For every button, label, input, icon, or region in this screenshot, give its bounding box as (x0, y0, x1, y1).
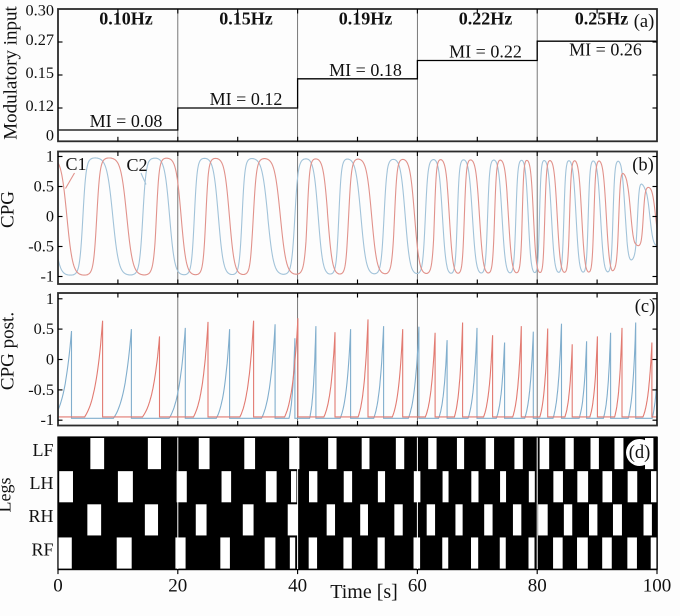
svg-text:CPG: CPG (0, 191, 19, 228)
svg-text:60: 60 (408, 575, 427, 596)
svg-text:C1: C1 (65, 154, 86, 174)
svg-text:0.12: 0.12 (26, 96, 55, 115)
svg-text:0.5: 0.5 (34, 319, 54, 338)
svg-text:RF: RF (31, 539, 53, 559)
svg-text:CPG post.: CPG post. (0, 312, 19, 390)
svg-text:-0.5: -0.5 (28, 237, 54, 256)
svg-text:(d): (d) (629, 443, 651, 463)
svg-text:0.10Hz: 0.10Hz (99, 9, 153, 29)
svg-text:(a): (a) (634, 12, 655, 32)
svg-text:0: 0 (46, 350, 54, 369)
svg-text:Legs: Legs (0, 478, 15, 513)
svg-text:MI = 0.08: MI = 0.08 (90, 111, 163, 131)
svg-text:Modulatory input: Modulatory input (1, 6, 22, 140)
svg-text:0: 0 (53, 575, 63, 596)
svg-text:0.15Hz: 0.15Hz (219, 9, 273, 29)
svg-text:0: 0 (46, 126, 54, 145)
svg-text:80: 80 (528, 575, 547, 596)
svg-text:(b): (b) (632, 156, 654, 176)
svg-text:(c): (c) (635, 297, 656, 317)
svg-text:1: 1 (46, 289, 54, 308)
svg-text:RH: RH (28, 506, 53, 526)
svg-text:0.15: 0.15 (26, 63, 55, 82)
svg-text:-0.5: -0.5 (28, 380, 54, 399)
svg-text:0.25Hz: 0.25Hz (575, 9, 629, 29)
svg-text:0.5: 0.5 (34, 177, 54, 196)
svg-text:MI = 0.26: MI = 0.26 (569, 40, 642, 60)
svg-text:0.22Hz: 0.22Hz (459, 9, 513, 29)
svg-text:20: 20 (168, 575, 187, 596)
svg-text:0.27: 0.27 (26, 30, 55, 49)
svg-text:C2: C2 (126, 155, 147, 175)
svg-text:0.30: 0.30 (26, 1, 55, 20)
svg-text:0: 0 (46, 207, 54, 226)
svg-text:LF: LF (32, 440, 53, 460)
svg-text:Time [s]: Time [s] (330, 581, 398, 603)
svg-text:MI = 0.12: MI = 0.12 (210, 89, 283, 109)
svg-text:-1: -1 (40, 410, 54, 429)
svg-text:MI = 0.22: MI = 0.22 (449, 42, 522, 62)
svg-text:LH: LH (30, 473, 54, 493)
svg-text:-1: -1 (40, 267, 54, 286)
svg-text:0.19Hz: 0.19Hz (339, 9, 393, 29)
svg-text:40: 40 (288, 575, 307, 596)
svg-text:1: 1 (46, 147, 54, 166)
svg-text:100: 100 (643, 575, 672, 596)
svg-text:MI = 0.18: MI = 0.18 (329, 60, 402, 80)
